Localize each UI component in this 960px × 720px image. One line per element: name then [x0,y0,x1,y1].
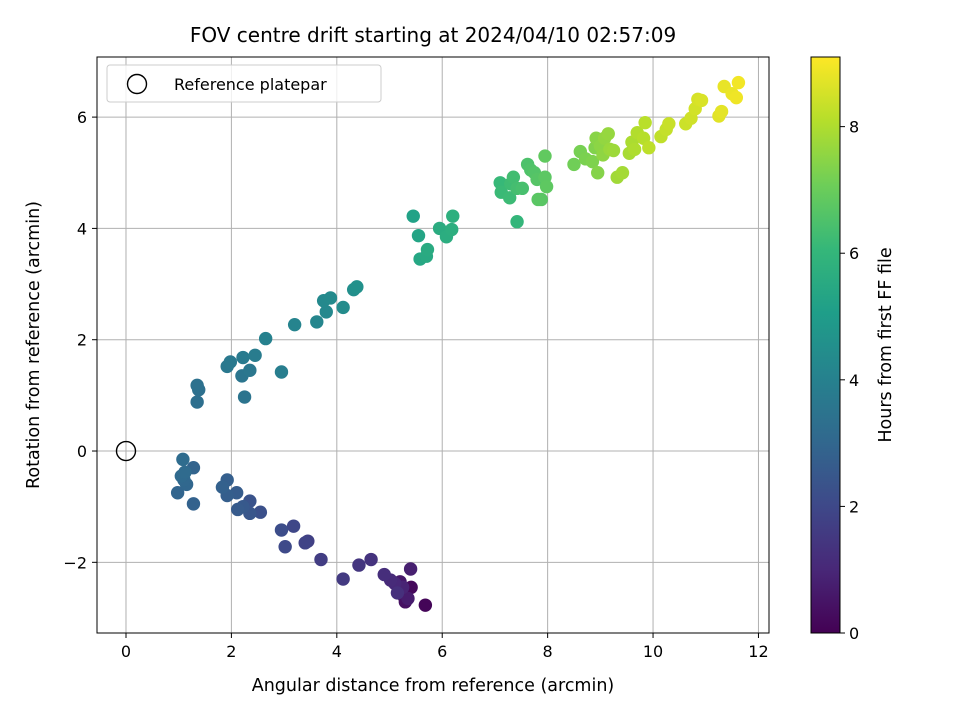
reference-marker-layer [115,440,137,462]
data-point [274,523,289,537]
data-point [446,209,460,223]
data-point [731,75,746,90]
data-point [223,355,238,369]
data-point [236,350,250,365]
data-point [350,280,364,294]
y-tick-label: 6 [77,108,87,127]
y-tick-label: −2 [63,553,87,572]
data-point [310,315,324,329]
x-tick-label: 12 [748,642,768,661]
data-point [506,170,521,184]
y-axis-label: Rotation from reference (arcmin) [24,201,44,489]
data-point [286,519,301,533]
data-point [585,154,600,169]
data-point [502,191,517,205]
colorbar-frame [810,56,841,634]
data-point [258,331,273,346]
data-point [445,222,459,237]
y-tick-label: 0 [77,442,87,461]
data-point [314,552,328,567]
data-point [390,586,405,600]
colorbar-tick-label: 0 [849,624,859,643]
data-point [248,348,262,362]
legend: Reference platepar [106,64,382,103]
x-tick-label: 4 [332,642,342,661]
data-point [190,378,204,393]
data-point [406,209,420,223]
data-point [567,157,581,172]
data-point [411,228,426,243]
data-point [287,317,302,332]
data-point [510,215,524,229]
data-point [377,567,391,582]
grid-lines [97,57,769,633]
data-point [186,497,201,511]
data-point [601,127,615,141]
colorbar-tick-label: 4 [849,371,859,390]
data-point [352,558,366,572]
data-point [323,291,338,305]
colorbar-gradient [811,57,840,633]
x-tick-label: 2 [226,642,236,661]
colorbar-tick-label: 6 [849,244,859,263]
x-axis-ticks: 0 2 4 6 8 10 12 [121,633,769,661]
legend-entry-reference: Reference platepar [174,75,327,94]
data-point [401,591,415,606]
data-point [170,486,185,500]
colorbar-ticks: 0 2 4 6 8 [840,118,859,643]
data-point [591,166,605,180]
data-point [336,300,350,315]
data-point [274,365,289,379]
legend-reference-marker [126,73,148,95]
x-tick-label: 10 [643,642,663,661]
data-point [729,90,744,105]
colorbar-tick-label: 2 [849,497,859,516]
data-point [606,143,621,158]
data-point [319,305,333,319]
data-point [714,104,729,119]
data-point [178,465,192,479]
legend-box [106,64,382,103]
data-point [364,552,378,567]
reference-platepar-marker [115,440,137,462]
data-points [170,75,746,612]
data-point [418,598,433,612]
data-point [176,452,190,467]
colorbar-tick-label: 8 [849,118,859,137]
data-point [298,536,312,550]
data-point [336,572,350,586]
data-point [215,480,230,494]
data-point [615,166,630,180]
data-point [253,505,268,519]
chart-title: FOV centre drift starting at 2024/04/10 … [190,23,676,47]
y-tick-label: 4 [77,219,87,238]
x-tick-label: 6 [437,642,447,661]
data-point [243,363,257,378]
colorbar-label: Hours from first FF file [876,247,896,442]
data-point [190,395,204,409]
data-point [627,142,642,157]
data-point [515,181,530,196]
data-point [531,192,545,207]
data-point [694,93,709,108]
data-point [662,117,676,131]
y-axis-ticks: −2 0 2 4 6 [63,108,97,572]
data-point [278,540,292,554]
y-tick-label: 2 [77,331,87,350]
data-point [231,502,245,517]
colorbar: 0 2 4 6 8 Hours from first FF file [810,56,896,643]
data-point [539,179,554,194]
data-point [403,562,418,576]
data-point [638,115,652,130]
data-point [538,149,552,163]
plot-frame [96,56,770,634]
data-point [642,141,656,155]
data-point [420,242,435,257]
x-tick-label: 8 [543,642,553,661]
data-point [237,390,252,404]
x-axis-label: Angular distance from reference (arcmin) [252,676,615,696]
x-tick-label: 0 [121,642,131,661]
